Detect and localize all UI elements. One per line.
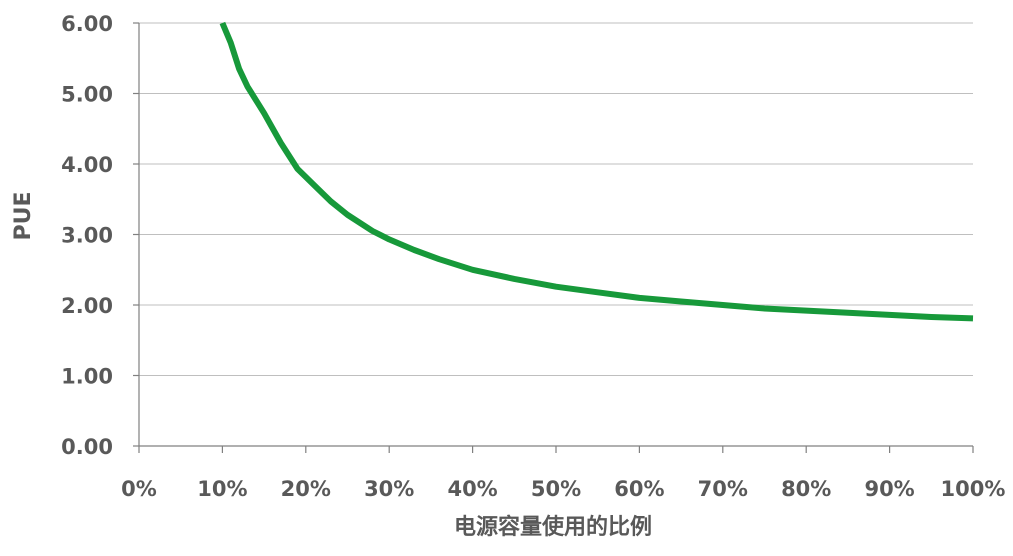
x-tick-label: 20% xyxy=(281,477,331,501)
y-tick-label: 6.00 xyxy=(61,12,113,36)
x-tick-label: 70% xyxy=(698,477,748,501)
x-tick-label: 30% xyxy=(364,477,414,501)
x-tick-label: 50% xyxy=(531,477,581,501)
y-tick-label: 3.00 xyxy=(61,224,113,248)
series-lines xyxy=(219,21,974,322)
x-tick-label: 100% xyxy=(941,477,1006,501)
x-axis-title: 电源容量使用的比例 xyxy=(454,514,652,540)
pue-series-line xyxy=(219,21,974,322)
x-tick-label: 40% xyxy=(447,477,497,501)
y-tick-label: 0.00 xyxy=(61,435,113,459)
x-tick-label: 10% xyxy=(197,477,247,501)
axes xyxy=(133,22,974,453)
y-tick-label: 1.00 xyxy=(61,365,113,389)
grid-lines xyxy=(139,22,973,376)
x-tick-label: 60% xyxy=(614,477,664,501)
axis-labels: PUE 电源容量使用的比例 0.00 1.00 2.00 3.00 4.00 5.00 6.… xyxy=(11,12,1005,540)
x-tick-label: 80% xyxy=(781,477,831,501)
y-tick-label: 4.00 xyxy=(61,153,113,177)
y-tick-label: 2.00 xyxy=(61,294,113,318)
y-tick-label: 5.00 xyxy=(61,83,113,107)
x-tick-label: 90% xyxy=(864,477,914,501)
x-tick-label: 0% xyxy=(121,477,157,501)
y-axis-title: PUE xyxy=(11,191,36,240)
